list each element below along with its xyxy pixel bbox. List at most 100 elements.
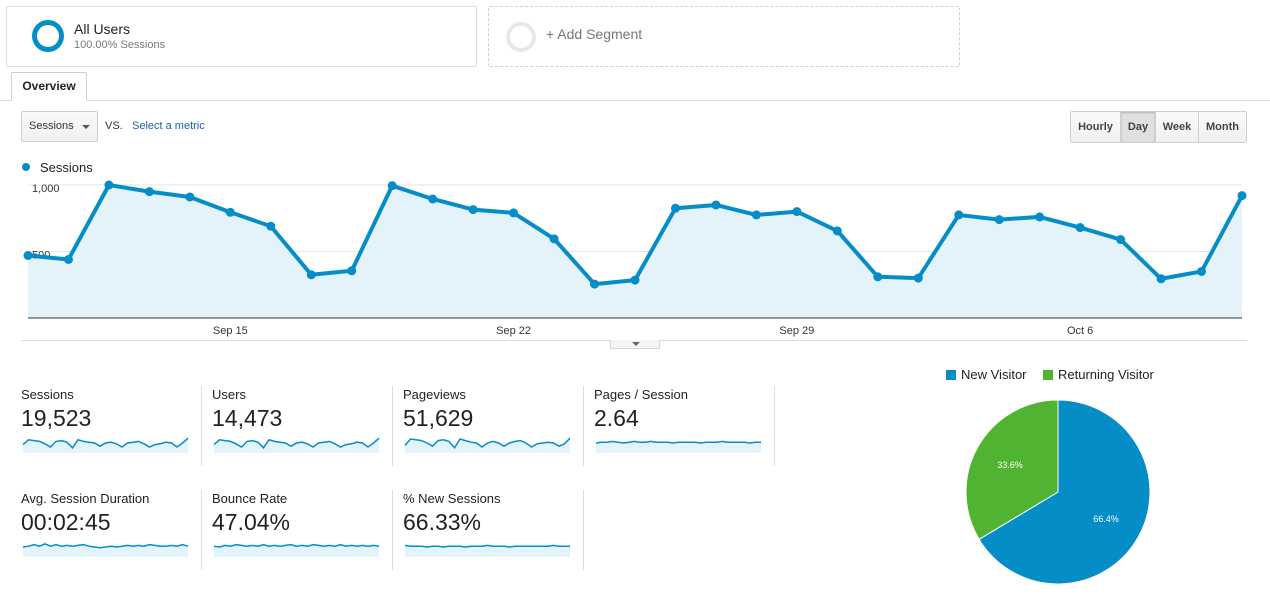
data-point[interactable]: [104, 180, 114, 190]
data-point[interactable]: [428, 194, 438, 204]
y-tick-label: 1,000: [32, 183, 60, 195]
data-point[interactable]: [347, 266, 357, 276]
period-week-button[interactable]: Week: [1156, 112, 1199, 142]
spark-area: [405, 545, 570, 557]
visitor-type-pie-chart[interactable]: 66.4% 33.6%: [960, 395, 1160, 590]
spark-line: [404, 544, 570, 548]
metric-dropdown-label: Sessions: [29, 120, 74, 132]
metric-label: Pageviews: [403, 387, 466, 402]
data-point[interactable]: [1237, 191, 1247, 201]
spark-line: [22, 437, 189, 449]
period-hourly-button[interactable]: Hourly: [1071, 112, 1121, 142]
segment-ring-icon: [32, 20, 64, 52]
data-point[interactable]: [751, 210, 761, 220]
caret-down-icon: [82, 125, 90, 129]
data-point[interactable]: [792, 207, 802, 217]
spark-line: [22, 542, 189, 549]
data-point[interactable]: [1197, 266, 1207, 276]
metric-value: 00:02:45: [21, 509, 111, 535]
metric-divider: [201, 386, 202, 466]
data-point[interactable]: [954, 210, 964, 220]
metric-divider: [583, 386, 584, 466]
metric-value: 2.64: [594, 405, 639, 431]
metric-divider: [392, 386, 393, 466]
metric-divider: [201, 490, 202, 570]
data-point[interactable]: [266, 221, 276, 231]
segment-all-users[interactable]: All Users 100.00% Sessions: [6, 6, 477, 67]
data-point[interactable]: [590, 279, 600, 289]
metric-pageviews[interactable]: Pageviews 51,629: [403, 387, 573, 455]
metric-sessions[interactable]: Sessions 19,523: [21, 387, 191, 455]
data-point[interactable]: [144, 187, 154, 197]
metric-users[interactable]: Users 14,473: [212, 387, 382, 455]
data-point[interactable]: [63, 254, 73, 264]
data-point[interactable]: [185, 192, 195, 202]
data-point[interactable]: [913, 273, 923, 283]
metric-value: 14,473: [212, 405, 283, 431]
pie-slice-new-visitor[interactable]: [978, 399, 1151, 585]
data-point[interactable]: [306, 270, 316, 280]
metric-sparkline: [213, 437, 380, 453]
metric-label: Bounce Rate: [212, 491, 288, 506]
spark-area: [23, 543, 188, 557]
chart-collapse-handle[interactable]: [610, 340, 660, 349]
spark-line: [404, 437, 571, 450]
empty-segment-ring-icon: [506, 22, 536, 52]
sessions-legend-dot: [22, 163, 30, 171]
data-point[interactable]: [630, 275, 640, 285]
tab-overview[interactable]: Overview: [11, 72, 87, 101]
data-point[interactable]: [23, 250, 33, 260]
metric-sparkline: [404, 544, 570, 557]
metric-sparkline: [595, 440, 761, 453]
pie-slice-returning-visitor[interactable]: [965, 399, 1059, 541]
add-segment-button[interactable]: + Add Segment: [488, 6, 960, 67]
metric-new-sessions[interactable]: % New Sessions 66.33%: [403, 491, 573, 559]
data-point[interactable]: [549, 234, 559, 244]
data-point[interactable]: [387, 181, 397, 191]
period-month-button[interactable]: Month: [1199, 112, 1246, 142]
metric-bounce-rate[interactable]: Bounce Rate 47.04%: [212, 491, 382, 559]
vs-label: VS.: [105, 120, 123, 132]
metric-sparkline: [22, 542, 189, 557]
data-point[interactable]: [711, 200, 721, 210]
x-tick-label: Sep 15: [213, 325, 248, 337]
select-metric-link[interactable]: Select a metric: [132, 120, 205, 132]
data-point[interactable]: [1156, 274, 1166, 284]
metric-divider: [774, 386, 775, 466]
metric-pages-per-session[interactable]: Pages / Session 2.64: [594, 387, 764, 455]
data-point[interactable]: [1116, 235, 1126, 245]
period-selector: Hourly Day Week Month: [1070, 111, 1247, 143]
data-point[interactable]: [1035, 212, 1045, 222]
metric-divider: [583, 490, 584, 570]
metric-dropdown[interactable]: Sessions: [21, 111, 98, 142]
data-point[interactable]: [1075, 223, 1085, 233]
pie-slice-label: 66.4%: [1093, 514, 1119, 524]
sessions-legend-label: Sessions: [40, 160, 93, 175]
metric-avg-session-duration[interactable]: Avg. Session Duration 00:02:45: [21, 491, 191, 559]
metric-value: 66.33%: [403, 509, 482, 535]
metric-label: Avg. Session Duration: [21, 491, 150, 506]
pie-legend-returning-visitor[interactable]: Returning Visitor: [1043, 367, 1154, 382]
data-point[interactable]: [509, 208, 519, 218]
metric-sparkline: [213, 543, 380, 557]
data-point[interactable]: [670, 203, 680, 213]
pie-legend-new-visitor[interactable]: New Visitor: [946, 367, 1027, 382]
segment-title: All Users: [74, 21, 131, 37]
x-tick-label: Oct 6: [1067, 325, 1093, 337]
legend-label: Returning Visitor: [1058, 367, 1154, 382]
metric-label: Sessions: [21, 387, 74, 402]
period-day-button[interactable]: Day: [1121, 112, 1156, 142]
data-point[interactable]: [225, 207, 235, 217]
metric-label: % New Sessions: [403, 491, 501, 506]
data-point[interactable]: [994, 215, 1004, 225]
metric-divider: [392, 490, 393, 570]
segment-subtitle: 100.00% Sessions: [74, 39, 166, 51]
legend-swatch: [946, 369, 956, 380]
metric-label: Pages / Session: [594, 387, 688, 402]
data-point[interactable]: [832, 226, 842, 236]
tab-divider: [0, 100, 1270, 101]
data-point[interactable]: [873, 272, 883, 282]
data-point[interactable]: [468, 205, 478, 215]
metric-sparkline: [404, 437, 571, 453]
